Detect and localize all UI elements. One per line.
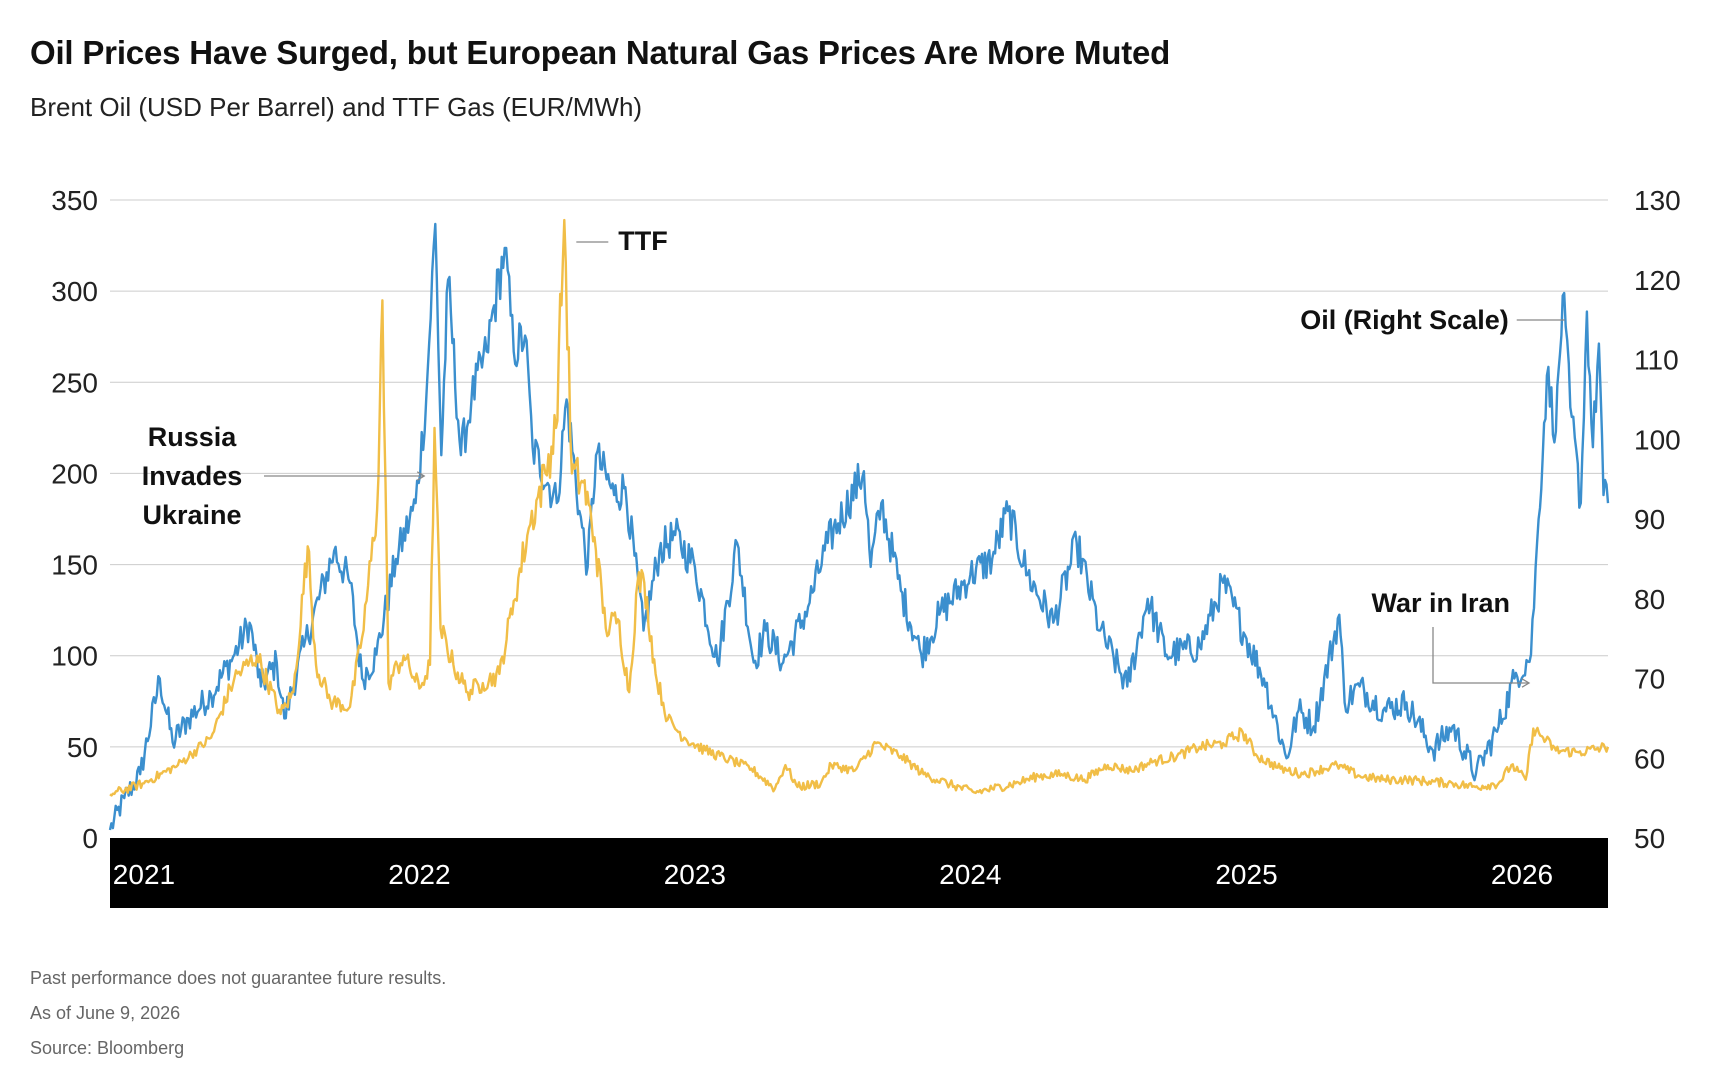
chart-title: Oil Prices Have Surged, but European Nat… (30, 34, 1171, 71)
left-tick-label: 350 (51, 185, 98, 216)
right-tick-label: 90 (1634, 504, 1665, 535)
x-axis: 2021 2022 2023 2024 2025 2026 (113, 859, 1553, 890)
x-axis-band (110, 838, 1608, 908)
oil-series-line (108, 222, 1610, 831)
right-tick-label: 60 (1634, 743, 1665, 774)
right-tick-label: 70 (1634, 664, 1665, 695)
gridlines (110, 199, 1608, 748)
year-tick-label: 2021 (113, 859, 175, 890)
right-axis: 50 60 70 80 90 100 110 120 130 (1634, 185, 1681, 854)
right-tick-label: 80 (1634, 584, 1665, 615)
left-tick-label: 300 (51, 276, 98, 307)
left-axis: 0 50 100 150 200 250 300 350 (51, 185, 98, 854)
left-tick-label: 200 (51, 458, 98, 489)
right-tick-label: 50 (1634, 823, 1665, 854)
year-tick-label: 2022 (388, 859, 450, 890)
year-tick-label: 2025 (1215, 859, 1277, 890)
left-tick-label: 150 (51, 550, 98, 581)
annotation-arrowhead (1521, 678, 1531, 688)
ttf-series-line (109, 218, 1610, 797)
series-lines (108, 218, 1610, 831)
annotation-label: Invades (142, 461, 243, 491)
annotation-leader (1432, 627, 1530, 684)
left-tick-label: 250 (51, 367, 98, 398)
right-tick-label: 130 (1634, 185, 1681, 216)
chart-subtitle: Brent Oil (USD Per Barrel) and TTF Gas (… (30, 92, 643, 122)
annotation-label: Oil (Right Scale) (1300, 305, 1509, 335)
left-tick-label: 100 (51, 641, 98, 672)
annotation-label: Ukraine (142, 500, 241, 530)
year-tick-label: 2024 (939, 859, 1001, 890)
right-tick-label: 100 (1634, 424, 1681, 455)
right-tick-label: 120 (1634, 265, 1681, 296)
disclaimer-note: Past performance does not guarantee futu… (30, 968, 447, 988)
annotation-label: TTF (618, 226, 667, 256)
annotation-label: Russia (148, 422, 238, 452)
left-tick-label: 0 (82, 823, 98, 854)
annotation-arrowhead (416, 471, 426, 481)
as-of-note: As of June 9, 2026 (30, 1003, 181, 1023)
annotation-label: War in Iran (1371, 588, 1510, 618)
annotations: Russia Invades Ukraine TTF Oil (Right Scale)… (142, 226, 1565, 688)
year-tick-label: 2026 (1491, 859, 1553, 890)
year-tick-label: 2023 (664, 859, 726, 890)
source-note: Source: Bloomberg (30, 1038, 185, 1058)
right-tick-label: 110 (1634, 345, 1679, 376)
left-tick-label: 50 (67, 732, 98, 763)
